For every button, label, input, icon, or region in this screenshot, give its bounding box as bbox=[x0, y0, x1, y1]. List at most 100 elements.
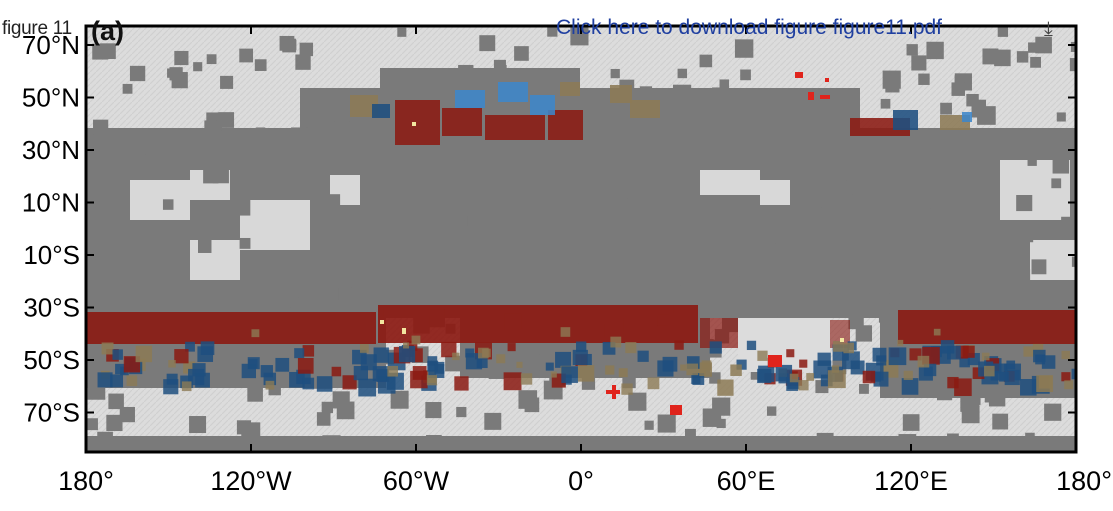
gray-tile bbox=[950, 141, 967, 158]
gray-tile bbox=[848, 313, 864, 330]
blue-tile bbox=[331, 366, 342, 377]
gray-tile bbox=[1028, 42, 1039, 53]
gray-tile bbox=[669, 124, 688, 143]
gray-tile bbox=[220, 75, 234, 89]
map-plot-area bbox=[86, 26, 1076, 452]
gray-tile bbox=[918, 143, 935, 159]
blue-tile bbox=[294, 348, 305, 359]
tan-tile bbox=[789, 373, 799, 383]
gray-tile bbox=[855, 325, 873, 342]
gray-tile bbox=[239, 48, 254, 63]
gray-tile bbox=[911, 55, 927, 71]
gray-tile bbox=[882, 70, 901, 89]
tan-tile bbox=[482, 348, 491, 358]
blue-tile bbox=[195, 372, 210, 388]
gray-tile bbox=[680, 270, 696, 286]
north-tile bbox=[630, 100, 660, 118]
gray-tile bbox=[627, 198, 643, 214]
gray-tile bbox=[712, 87, 726, 102]
gray-tile bbox=[122, 83, 133, 94]
gray-tile bbox=[709, 267, 724, 282]
gray-tile bbox=[413, 192, 431, 210]
gray-tile bbox=[985, 130, 1001, 146]
gray-tile bbox=[964, 264, 977, 277]
blue-tile bbox=[110, 374, 124, 388]
yellow-speck bbox=[380, 320, 384, 324]
red-speck bbox=[768, 355, 782, 367]
gray-tile bbox=[488, 363, 505, 379]
blue-tile bbox=[561, 366, 578, 383]
gray-tile bbox=[336, 401, 355, 420]
tan-tile bbox=[126, 375, 138, 387]
north-tile bbox=[560, 82, 580, 96]
red-speck bbox=[825, 78, 829, 82]
gray-tile bbox=[493, 59, 506, 72]
red-band-segment bbox=[898, 310, 1076, 344]
gray-tile bbox=[859, 383, 869, 394]
gray-tile bbox=[1016, 195, 1033, 212]
blue-tile bbox=[316, 376, 333, 392]
gray-tile bbox=[93, 119, 109, 135]
gray-tile bbox=[770, 286, 781, 296]
gray-tile bbox=[300, 180, 319, 199]
gray-tile bbox=[597, 203, 617, 223]
tan-tile bbox=[403, 342, 410, 349]
gray-tile bbox=[189, 416, 207, 434]
blue-tile bbox=[786, 349, 795, 358]
blue-tile bbox=[398, 346, 416, 363]
color-band-north bbox=[350, 82, 972, 145]
blue-tile bbox=[412, 366, 427, 380]
blue-tile bbox=[275, 357, 290, 372]
blue-tile bbox=[434, 363, 445, 374]
gray-tile bbox=[388, 287, 403, 302]
gray-tile bbox=[902, 414, 920, 431]
blue-tile bbox=[454, 376, 469, 391]
gray-tile bbox=[485, 220, 496, 231]
blue-tile bbox=[101, 342, 114, 355]
tan-tile bbox=[699, 369, 706, 377]
gray-tile bbox=[334, 276, 348, 289]
blue-tile bbox=[1006, 360, 1016, 370]
gray-tile bbox=[249, 182, 263, 195]
gray-tile bbox=[169, 67, 183, 81]
north-tile bbox=[610, 85, 632, 103]
tan-tile bbox=[686, 363, 699, 376]
gray-tile bbox=[889, 278, 907, 295]
blue-tile bbox=[174, 349, 189, 364]
gray-tile bbox=[290, 297, 301, 308]
tan-tile bbox=[387, 365, 399, 377]
gray-tile bbox=[391, 192, 403, 204]
tan-tile bbox=[168, 360, 176, 368]
gray-tile bbox=[334, 121, 350, 137]
blue-tile bbox=[545, 362, 554, 371]
gray-tile bbox=[1031, 259, 1047, 275]
tan-tile bbox=[625, 342, 637, 354]
gray-tile bbox=[988, 390, 1006, 407]
gray-tile bbox=[918, 176, 929, 187]
panel-label: (a) bbox=[91, 16, 124, 46]
blue-tile bbox=[503, 372, 522, 391]
gray-tile bbox=[239, 237, 251, 249]
gray-tile bbox=[316, 412, 331, 426]
blue-tile bbox=[827, 370, 846, 389]
blue-tile bbox=[1041, 355, 1056, 369]
blue-tile bbox=[476, 357, 488, 369]
tan-tile bbox=[701, 360, 712, 371]
tan-tile bbox=[903, 370, 913, 380]
tan-tile bbox=[833, 341, 844, 352]
blue-tile bbox=[876, 355, 887, 366]
tan-tile bbox=[181, 381, 192, 392]
gray-tile bbox=[644, 420, 654, 430]
gray-tile bbox=[610, 68, 620, 79]
yellow-speck bbox=[412, 122, 416, 126]
gray-tile bbox=[693, 121, 708, 137]
gray-tile bbox=[1051, 178, 1062, 189]
download-icon[interactable]: ⤓ bbox=[1044, 16, 1053, 40]
blue-tile bbox=[97, 372, 113, 388]
download-figure-link[interactable]: Click here to download figure figure11.p… bbox=[556, 16, 943, 39]
gray-tile bbox=[256, 347, 274, 365]
axis-ticks bbox=[85, 26, 1077, 452]
gray-tile bbox=[204, 120, 217, 134]
blue-tile bbox=[1023, 346, 1034, 357]
gray-tile bbox=[283, 284, 299, 300]
